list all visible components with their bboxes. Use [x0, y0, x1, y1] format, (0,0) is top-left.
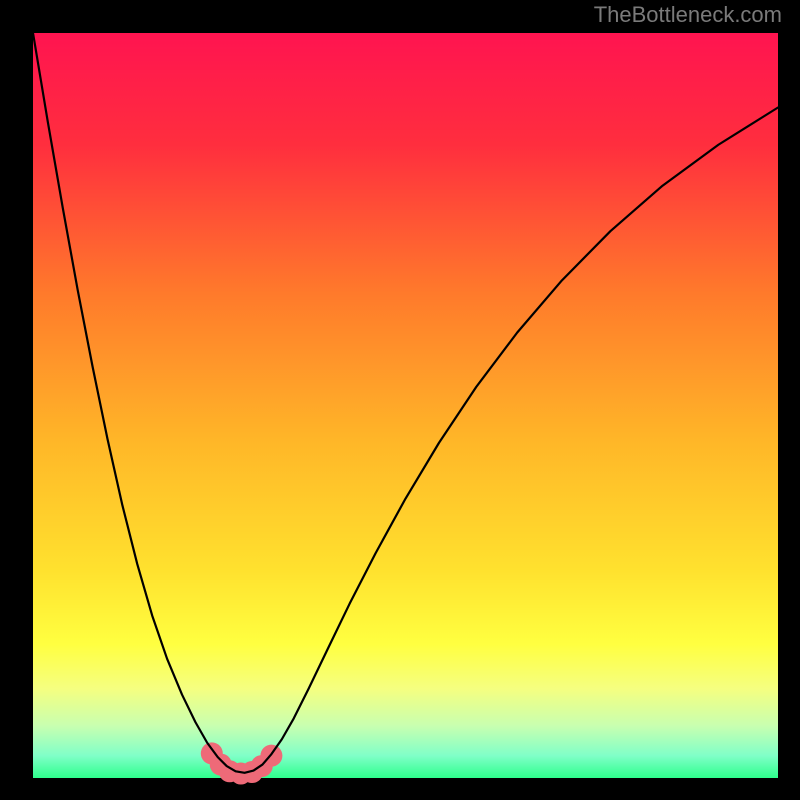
- chart-gradient-background: [33, 33, 778, 778]
- watermark-text: TheBottleneck.com: [594, 2, 782, 28]
- bottleneck-chart: [0, 0, 800, 800]
- chart-container: TheBottleneck.com: [0, 0, 800, 800]
